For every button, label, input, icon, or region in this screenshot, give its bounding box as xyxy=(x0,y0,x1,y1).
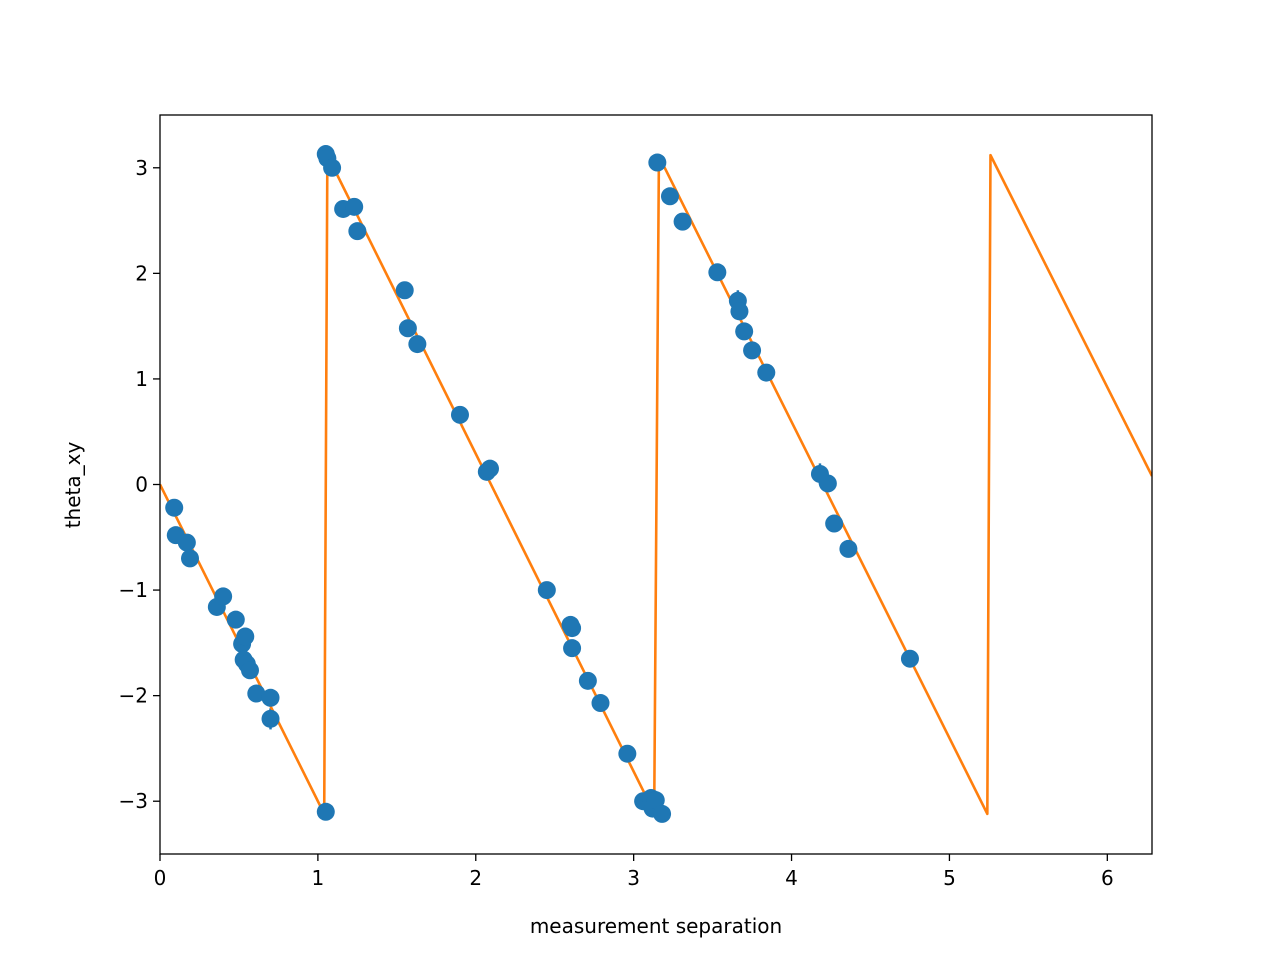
x-tick-label: 1 xyxy=(312,866,325,890)
y-tick-label: 2 xyxy=(135,261,148,285)
data-point xyxy=(345,197,364,216)
y-tick-label: 0 xyxy=(135,473,148,497)
data-point xyxy=(395,281,414,300)
plot-content xyxy=(160,145,1152,823)
x-tick-label: 4 xyxy=(785,866,798,890)
y-tick-label: −1 xyxy=(119,578,148,602)
y-axis-ticks: −3 −2 −1 0 1 2 3 xyxy=(119,156,160,813)
data-point xyxy=(226,610,245,629)
data-point xyxy=(408,335,427,354)
data-point xyxy=(757,363,776,382)
y-axis-label: theta_xy xyxy=(61,442,85,529)
x-tick-label: 0 xyxy=(154,866,167,890)
data-point xyxy=(563,639,582,658)
data-point xyxy=(480,459,499,478)
data-point xyxy=(591,694,610,713)
data-point xyxy=(214,587,233,606)
data-point xyxy=(177,533,196,552)
x-axis-ticks: 0 1 2 3 4 5 6 xyxy=(154,854,1114,890)
data-point xyxy=(653,804,672,823)
x-tick-label: 6 xyxy=(1101,866,1114,890)
data-point xyxy=(673,212,692,231)
data-point xyxy=(900,649,919,668)
data-point xyxy=(180,549,199,568)
data-point xyxy=(818,474,837,493)
data-point xyxy=(323,158,342,177)
data-point xyxy=(839,539,858,558)
data-point xyxy=(563,619,582,638)
model-line xyxy=(160,153,1152,816)
data-point xyxy=(646,791,665,810)
data-point xyxy=(825,514,844,533)
x-tick-label: 5 xyxy=(943,866,956,890)
y-tick-label: −2 xyxy=(119,684,148,708)
data-point xyxy=(247,684,266,703)
data-point xyxy=(236,627,255,646)
data-point xyxy=(450,405,469,424)
data-point xyxy=(261,709,280,728)
data-point xyxy=(618,744,637,763)
plot-area xyxy=(160,145,1152,823)
data-point xyxy=(316,802,335,821)
data-point xyxy=(743,341,762,360)
data-point xyxy=(165,498,184,517)
data-point xyxy=(398,319,417,338)
data-point xyxy=(730,302,749,321)
y-tick-label: 1 xyxy=(135,367,148,391)
data-point xyxy=(708,263,727,282)
data-point xyxy=(735,322,754,341)
x-axis-label: measurement separation xyxy=(530,914,782,938)
data-point xyxy=(578,671,597,690)
y-tick-label: −3 xyxy=(119,789,148,813)
data-point xyxy=(261,688,280,707)
x-tick-label: 2 xyxy=(469,866,482,890)
data-point xyxy=(648,153,667,172)
data-point xyxy=(348,222,367,241)
x-tick-label: 3 xyxy=(627,866,640,890)
data-point xyxy=(660,187,679,206)
data-point xyxy=(537,581,556,600)
y-tick-label: 3 xyxy=(135,156,148,180)
data-point xyxy=(240,661,259,680)
